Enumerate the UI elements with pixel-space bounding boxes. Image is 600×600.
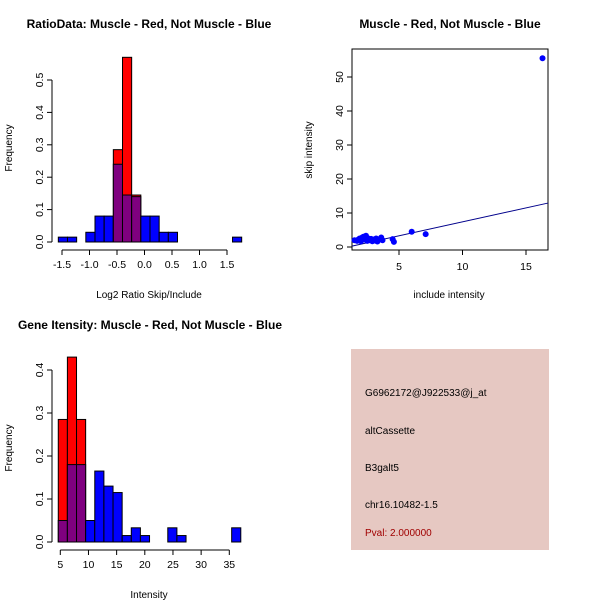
intensity-bar-overlap xyxy=(76,464,87,543)
info-panel xyxy=(351,349,549,550)
intensity-x-tick-label: 35 xyxy=(223,559,235,571)
ratio-y-tick-label: 0.0 xyxy=(34,235,46,250)
intensity-bar-blue xyxy=(130,527,141,543)
ratio-bar-blue xyxy=(103,215,114,243)
hist-ratio-ylabel: Frequency xyxy=(4,124,15,171)
intensity-y-tick-label: 0.1 xyxy=(34,492,46,507)
scatter-point xyxy=(539,55,546,62)
intensity-y-tick-label: 0.2 xyxy=(34,449,46,464)
intensity-x-tick-label: 15 xyxy=(111,559,123,571)
intensity-y-tick-label: 0.4 xyxy=(34,363,46,378)
ratio-x-tick-label: 1.5 xyxy=(220,259,235,271)
intensity-bar-blue xyxy=(112,492,123,543)
scatter-title: Muscle - Red, Not Muscle - Blue xyxy=(359,17,541,31)
ratio-bar-overlap xyxy=(131,196,142,243)
scatter-y-tick-label: 30 xyxy=(334,139,346,151)
hist-ratio-xlabel: Log2 Ratio Skip/Include xyxy=(96,290,202,301)
intensity-bar-blue xyxy=(139,535,151,543)
ratio-bar-blue xyxy=(167,231,179,243)
info-event-type: altCassette xyxy=(365,426,415,437)
ratio-bar-blue xyxy=(232,236,243,243)
scatter-x-tick-label: 15 xyxy=(520,261,532,273)
intensity-x-tick-label: 20 xyxy=(139,559,151,571)
ratio-bar-blue xyxy=(158,231,169,243)
ratio-x-tick-label: -0.5 xyxy=(108,259,126,271)
scatter-xlabel: include intensity xyxy=(413,290,484,301)
intensity-x-tick-label: 5 xyxy=(57,559,63,571)
hist-ratio-plot: -1.5 -1.0 -0.5 0.0 0.5 1.0 1.5 0.0 0.1 0.2 0.3 0.4 0… xyxy=(34,56,243,271)
ratio-bar-blue xyxy=(149,215,160,243)
ratio-x-tick-label: 0.5 xyxy=(165,259,180,271)
intensity-y-tick-label: 0.0 xyxy=(34,535,46,550)
ratio-y-tick-label: 0.1 xyxy=(34,202,46,217)
ratio-y-tick-label: 0.3 xyxy=(34,137,46,152)
intensity-bar-blue xyxy=(167,527,178,543)
scatter-y-tick-label: 50 xyxy=(334,71,346,83)
ratio-bar-blue xyxy=(140,215,151,243)
intensity-bar-blue xyxy=(231,527,242,543)
ratio-x-tick-label: -1.5 xyxy=(53,259,71,271)
scatter-point xyxy=(390,238,397,245)
scatter-point xyxy=(379,237,386,244)
scatter-ylabel: skip intensity xyxy=(304,121,315,178)
scatter-y-tick-label: 10 xyxy=(334,207,346,219)
hist-intensity-xlabel: Intensity xyxy=(130,590,167,600)
ratio-y-tick-label: 0.2 xyxy=(34,170,46,185)
intensity-bar-blue xyxy=(121,535,132,543)
ratio-y-tick-label: 0.5 xyxy=(34,73,46,88)
scatter-y-tick-label: 0 xyxy=(334,244,346,250)
hist-ratio-title: RatioData: Muscle - Red, Not Muscle - Bl… xyxy=(27,17,272,31)
ratio-x-tick-label: 0.0 xyxy=(137,259,152,271)
ratio-bar-blue xyxy=(94,215,105,243)
ratio-x-tick-label: 1.0 xyxy=(192,259,207,271)
ratio-x-tick-label: -1.0 xyxy=(80,259,98,271)
hist-intensity-ylabel: Frequency xyxy=(4,424,15,471)
intensity-bar-blue xyxy=(103,485,114,543)
ratio-bar-blue xyxy=(66,236,78,243)
ratio-bar-overlap xyxy=(112,163,123,243)
scatter-y-tick-label: 20 xyxy=(334,173,346,185)
scatter-point xyxy=(422,231,429,238)
scatter-x-tick-label: 5 xyxy=(396,261,402,273)
info-pval: Pval: 2.000000 xyxy=(365,528,432,539)
ratio-bar-overlap xyxy=(121,194,133,243)
hist-intensity-title: Gene Itensity: Muscle - Red, Not Muscle … xyxy=(18,318,282,332)
intensity-x-tick-label: 25 xyxy=(167,559,179,571)
info-probe: G6962172@J922533@j_at xyxy=(365,388,487,399)
intensity-bar-blue xyxy=(94,470,105,543)
ratio-bar-blue xyxy=(85,231,96,243)
scatter-y-tick-label: 40 xyxy=(334,105,346,117)
intensity-bar-blue xyxy=(176,535,187,543)
scatter-plot: 5 10 15 0 10 20 30 40 50 xyxy=(334,48,549,273)
scatter-plot-box xyxy=(351,48,549,251)
intensity-bar-overlap xyxy=(57,520,68,543)
hist-intensity-plot: 5 10 15 20 25 30 35 0.0 0.1 0.2 0.3 0.4 xyxy=(34,356,242,571)
intensity-y-tick-label: 0.3 xyxy=(34,406,46,421)
scatter-point xyxy=(408,228,415,235)
ratio-y-tick-label: 0.4 xyxy=(34,105,46,120)
scatter-x-tick-label: 10 xyxy=(457,261,469,273)
intensity-bar-blue xyxy=(85,520,96,543)
info-location: chr16.10482-1.5 xyxy=(365,500,438,511)
intensity-x-tick-label: 10 xyxy=(83,559,95,571)
info-gene: B3galt5 xyxy=(365,463,399,474)
intensity-x-tick-label: 30 xyxy=(195,559,207,571)
ratio-bar-blue xyxy=(57,236,68,243)
intensity-bar-overlap xyxy=(66,464,78,543)
